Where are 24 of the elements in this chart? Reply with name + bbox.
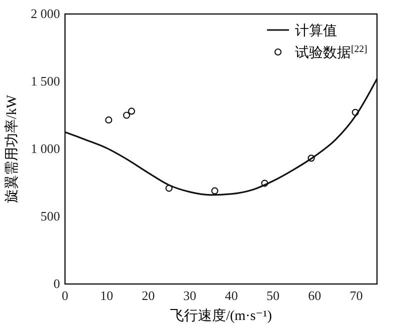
point (128, 108, 136, 115)
y-tick-label: 0 (54, 276, 60, 291)
x-tick-label: 40 (224, 288, 238, 303)
y-tick-label: 2 000 (30, 6, 60, 21)
y-axis-title: 旋翼需用功率/kW (4, 94, 20, 204)
point (165, 184, 173, 192)
point (308, 154, 315, 162)
x-tick-label: 60 (308, 288, 322, 303)
point (352, 108, 359, 116)
y-tick-label: 500 (40, 208, 60, 224)
y-tick-label: 1 500 (30, 74, 60, 88)
x-axis-title: 飞行速度/(m·s⁻¹) (170, 308, 272, 324)
x-tick-label: 20 (142, 288, 155, 303)
x-tick-label: 30 (183, 288, 196, 303)
point (123, 112, 130, 119)
x-tick-label: 10 (100, 288, 114, 303)
point (261, 180, 268, 187)
x-tick-label: 50 (266, 288, 280, 303)
point (105, 116, 112, 124)
legend-label: 试验数据$^{[22]}$ (295, 44, 368, 61)
y-tick-label: 1 000 (30, 141, 60, 156)
point (211, 187, 218, 194)
x-tick-label: 70 (350, 288, 363, 303)
legend-label: 计算值 (295, 23, 337, 39)
